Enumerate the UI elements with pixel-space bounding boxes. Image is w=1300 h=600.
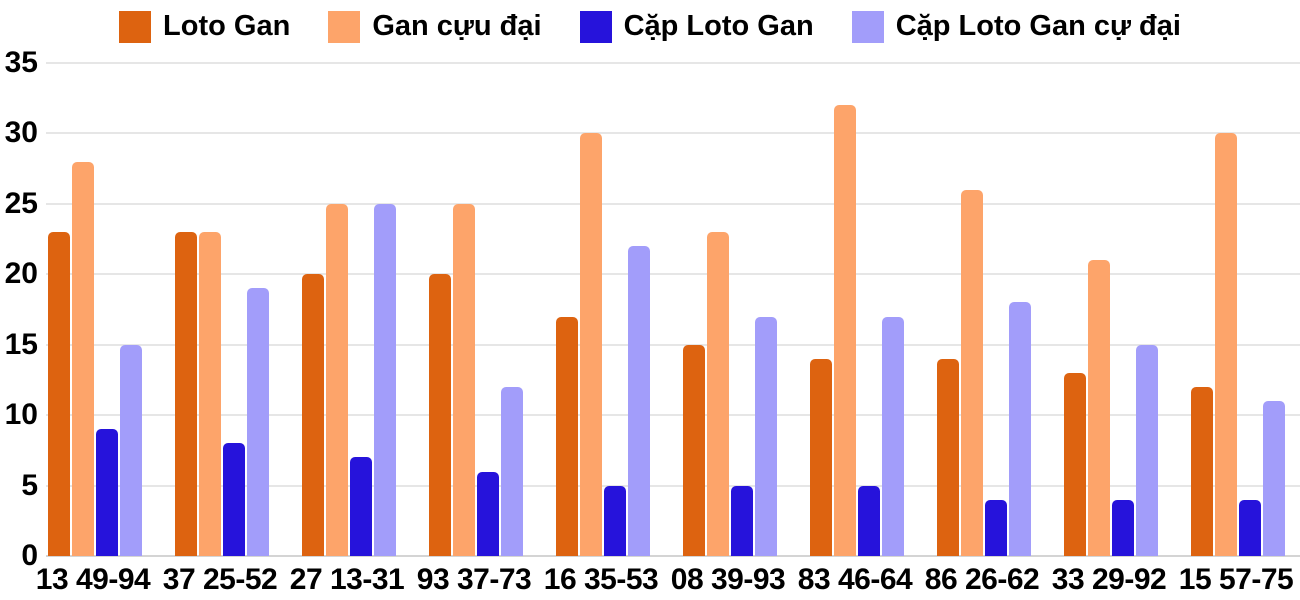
y-axis-tick-label: 35: [4, 46, 38, 79]
bar: [247, 288, 269, 556]
bar: [1239, 499, 1261, 556]
legend-label: Gan cựu đại: [372, 10, 542, 42]
y-axis-tick-label: 25: [4, 186, 38, 220]
legend-item: Gan cựu đại: [328, 10, 542, 43]
bar: [1009, 302, 1031, 556]
bar: [858, 485, 880, 556]
bar-group-10: [1191, 63, 1285, 556]
y-axis-tick-label: 10: [4, 398, 38, 432]
bar: [1136, 344, 1158, 556]
legend-swatch-icon: [328, 10, 361, 43]
y-axis-tick-label: 15: [4, 327, 38, 361]
bar: [628, 246, 650, 556]
bar-group-8: [937, 63, 1031, 556]
x-axis-category-label: 08 39-93: [670, 563, 786, 596]
bar: [834, 105, 856, 556]
bar: [1112, 499, 1134, 556]
bar: [961, 189, 983, 556]
bar: [1263, 401, 1285, 556]
gridline-y-10: [46, 414, 1300, 417]
bar: [72, 161, 94, 556]
bar: [429, 274, 451, 556]
bar: [48, 232, 70, 556]
bar: [477, 471, 499, 556]
x-axis-category-label: 16 35-53: [543, 563, 659, 596]
legend-label: Cặp Loto Gan: [623, 10, 814, 42]
bar: [1064, 372, 1086, 556]
legend-item: Loto Gan: [119, 10, 290, 43]
bar: [326, 203, 348, 556]
gridline-y-5: [46, 484, 1300, 487]
bar: [556, 316, 578, 556]
bar-group-1: [48, 63, 142, 556]
legend-swatch-icon: [851, 10, 884, 43]
gridline-y-25: [46, 202, 1300, 205]
bar: [223, 443, 245, 556]
bar: [501, 386, 523, 556]
y-axis-tick-label: 20: [4, 257, 38, 291]
gridline-y-35: [46, 62, 1300, 64]
bar: [175, 232, 197, 556]
y-axis-tick-label: 30: [4, 116, 38, 150]
bar: [453, 203, 475, 556]
gridline-y-15: [46, 343, 1300, 346]
bar: [302, 274, 324, 556]
bar: [1191, 386, 1213, 556]
legend-label: Loto Gan: [163, 10, 291, 42]
legend-swatch-icon: [119, 10, 152, 43]
bar: [120, 344, 142, 556]
chart-legend: Loto Gan Gan cựu đại Cặp Loto Gan Cặp Loto …: [0, 10, 1300, 43]
bar-group-2: [175, 63, 269, 556]
gridline-y-0: [46, 555, 1300, 557]
x-axis-category-label: 86 26-62: [924, 563, 1040, 596]
legend-swatch-icon: [579, 10, 612, 43]
bar-group-6: [683, 63, 777, 556]
bar: [350, 457, 372, 556]
y-axis-tick-label: 0: [21, 539, 38, 572]
bar: [731, 485, 753, 556]
bar: [604, 485, 626, 556]
plot-area: [46, 62, 1300, 557]
bar: [937, 358, 959, 556]
bar: [683, 344, 705, 556]
bar-group-4: [429, 63, 523, 556]
x-axis-category-label: 83 46-64: [797, 563, 913, 596]
x-axis-category-label: 37 25-52: [162, 563, 278, 596]
bar: [1088, 260, 1110, 556]
bar: [707, 232, 729, 556]
bar: [1215, 133, 1237, 556]
legend-item: Cặp Loto Gan: [579, 10, 814, 43]
bar: [374, 203, 396, 556]
bar: [755, 316, 777, 556]
legend-label: Cặp Loto Gan cự đại: [895, 10, 1181, 42]
bar: [810, 358, 832, 556]
bar: [96, 429, 118, 556]
bar-group-3: [302, 63, 396, 556]
y-axis-tick-label: 5: [21, 468, 38, 502]
x-axis-category-label: 13 49-94: [35, 563, 151, 596]
bar-group-7: [810, 63, 904, 556]
x-axis-category-label: 15 57-75: [1178, 563, 1294, 596]
bar-group-5: [556, 63, 650, 556]
x-axis-category-label: 93 37-73: [416, 563, 532, 596]
bar: [580, 133, 602, 556]
bar-group-9: [1064, 63, 1158, 556]
gridline-y-30: [46, 132, 1300, 135]
x-axis-category-label: 27 13-31: [289, 563, 405, 596]
legend-item: Cặp Loto Gan cự đại: [851, 10, 1181, 43]
bar: [882, 316, 904, 556]
bar: [985, 499, 1007, 556]
x-axis-category-label: 33 29-92: [1051, 563, 1167, 596]
bar: [199, 232, 221, 556]
gridline-y-20: [46, 273, 1300, 276]
